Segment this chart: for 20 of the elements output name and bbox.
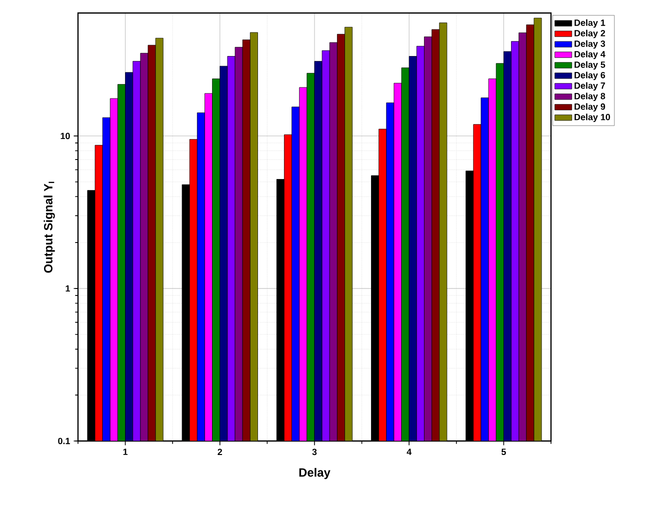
legend-label: Delay 10	[574, 114, 610, 122]
legend-label: Delay 7	[574, 82, 606, 91]
y-tick-label: 1	[66, 285, 70, 292]
legend-label: Delay 2	[574, 30, 606, 38]
legend-label: Delay 5	[574, 61, 606, 70]
y-axis-title: Output Signal Y$_{I}$	[44, 182, 55, 273]
x-axis-title: Delay	[299, 468, 330, 480]
x-tick-label: 5	[501, 448, 506, 456]
x-tick-label: 2	[218, 448, 222, 456]
legend-label: Delay 9	[574, 103, 606, 112]
y-tick-label: 10	[60, 132, 70, 140]
x-tick-label: 1	[123, 448, 128, 455]
legend-label: Delay 8	[574, 92, 606, 102]
x-tick-label: 4	[406, 448, 412, 455]
legend-label: Delay 6	[574, 72, 606, 80]
x-tick-label: 3	[312, 448, 317, 456]
y-tick-label: 0.1	[58, 438, 70, 444]
legend-label: Delay 3	[574, 40, 606, 49]
legend-label: Delay 4	[574, 50, 606, 60]
legend-label: Delay 1	[574, 19, 606, 28]
